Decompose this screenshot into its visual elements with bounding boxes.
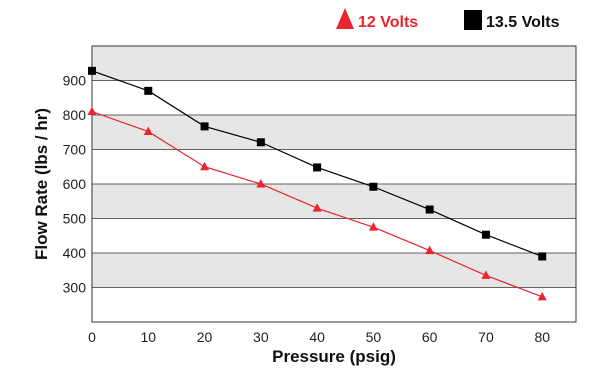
- y-tick-label: 800: [63, 107, 87, 123]
- data-point: [481, 230, 490, 239]
- y-tick-label: 700: [63, 142, 87, 158]
- data-point: [368, 222, 378, 231]
- grid-lines: [92, 80, 576, 288]
- data-point: [313, 163, 322, 172]
- data-point: [143, 126, 153, 136]
- grid-band: [92, 184, 576, 219]
- x-tick-label: 10: [140, 329, 156, 345]
- data-point: [537, 291, 547, 301]
- x-axis-ticks: 0 10 20 30 40 50 60 70 80: [88, 329, 550, 345]
- x-tick-label: 20: [197, 329, 213, 345]
- data-point: [369, 182, 378, 191]
- y-tick-label: 400: [63, 245, 87, 261]
- y-tick-label: 600: [63, 176, 87, 192]
- grid-bands: [92, 46, 576, 288]
- series-layer: [87, 66, 547, 301]
- grid-band: [92, 253, 576, 288]
- x-tick-label: 0: [88, 329, 96, 345]
- x-tick-label: 50: [366, 329, 382, 345]
- data-point: [425, 205, 434, 214]
- legend-label-13-5-volts: 13.5 Volts: [486, 14, 560, 31]
- x-tick-label: 80: [534, 329, 550, 345]
- grid-band: [92, 115, 576, 150]
- x-axis-title: Pressure (psig): [272, 347, 396, 366]
- x-tick-label: 60: [422, 329, 438, 345]
- y-tick-label: 500: [63, 211, 87, 227]
- x-tick-label: 70: [478, 329, 494, 345]
- x-tick-label: 30: [253, 329, 269, 345]
- data-point: [200, 161, 210, 171]
- data-point: [87, 106, 97, 116]
- grid-band: [92, 46, 576, 81]
- data-point: [312, 203, 322, 212]
- y-axis-ticks: 300 400 500 600 700 800 900: [63, 73, 87, 296]
- y-axis-title: Flow Rate (lbs / hr): [32, 108, 51, 260]
- data-point: [425, 245, 435, 255]
- data-point: [256, 138, 265, 147]
- legend-marker-12-volts: [336, 8, 354, 29]
- y-tick-label: 300: [63, 280, 87, 296]
- data-point: [538, 252, 547, 261]
- data-point: [200, 122, 209, 131]
- legend-label-12-volts: 12 Volts: [358, 14, 418, 31]
- data-point: [144, 86, 153, 95]
- data-point: [88, 66, 96, 75]
- legend-marker-13-5-volts: [464, 10, 482, 30]
- legend: 12 Volts 13.5 Volts: [336, 8, 560, 31]
- x-tick-label: 40: [309, 329, 325, 345]
- data-point: [481, 270, 491, 279]
- y-tick-label: 900: [63, 73, 87, 89]
- data-point: [256, 179, 266, 188]
- plot-area: [91, 45, 577, 323]
